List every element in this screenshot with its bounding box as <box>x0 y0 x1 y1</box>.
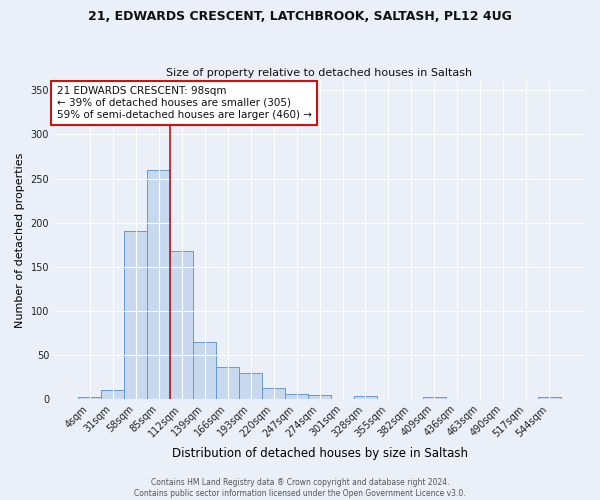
Bar <box>216 367 239 399</box>
Bar <box>538 397 561 399</box>
Bar <box>285 394 308 399</box>
Bar <box>262 388 285 399</box>
Bar <box>193 342 216 399</box>
Bar <box>354 396 377 399</box>
Bar <box>147 170 170 399</box>
X-axis label: Distribution of detached houses by size in Saltash: Distribution of detached houses by size … <box>172 447 467 460</box>
Bar <box>308 396 331 399</box>
Bar <box>239 374 262 399</box>
Bar <box>170 251 193 399</box>
Text: Contains HM Land Registry data ® Crown copyright and database right 2024.
Contai: Contains HM Land Registry data ® Crown c… <box>134 478 466 498</box>
Y-axis label: Number of detached properties: Number of detached properties <box>15 152 25 328</box>
Bar <box>124 230 147 399</box>
Bar <box>78 397 101 399</box>
Text: 21 EDWARDS CRESCENT: 98sqm
← 39% of detached houses are smaller (305)
59% of sem: 21 EDWARDS CRESCENT: 98sqm ← 39% of deta… <box>56 86 311 120</box>
Text: 21, EDWARDS CRESCENT, LATCHBROOK, SALTASH, PL12 4UG: 21, EDWARDS CRESCENT, LATCHBROOK, SALTAS… <box>88 10 512 23</box>
Bar <box>423 397 446 399</box>
Title: Size of property relative to detached houses in Saltash: Size of property relative to detached ho… <box>166 68 473 78</box>
Bar <box>101 390 124 399</box>
